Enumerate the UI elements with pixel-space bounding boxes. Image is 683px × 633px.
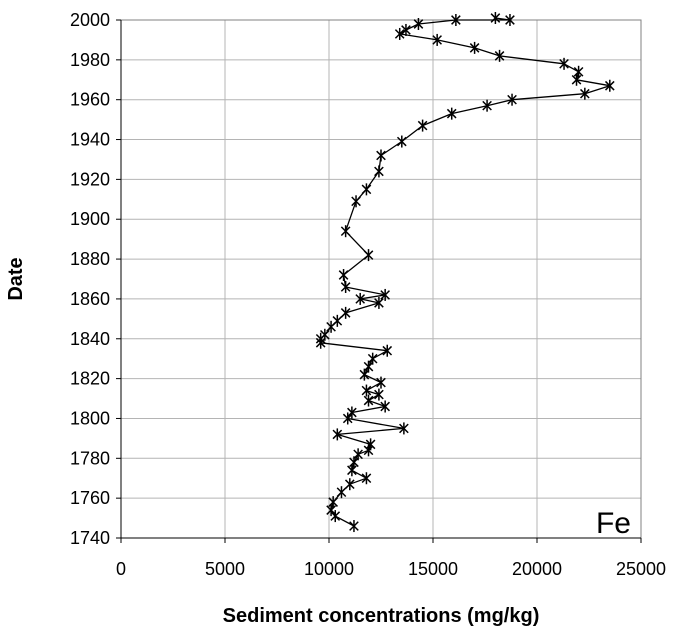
y-axis: 1740 1760 1780 1800 1820 1840 1860 1880 1900 1920… [70,10,122,548]
data-point [396,135,407,148]
data-point [374,296,384,309]
data-point [507,93,517,106]
y-tick-label: 1760 [70,488,110,508]
y-axis-title: Date [5,257,27,300]
data-point [326,320,336,333]
x-axis: 0 5000 10000 15000 20000 25000 [116,537,666,579]
x-axis-title: Sediment concentrations (mg/kg) [223,605,540,627]
data-point [340,225,351,238]
data-point [336,486,347,499]
data-point [326,504,336,517]
data-point [380,288,390,301]
data-point [432,33,442,46]
data-point [382,344,393,357]
data-point [347,464,357,477]
data-point [573,65,584,78]
data-point [363,394,374,407]
x-tick-label: 0 [116,559,126,579]
y-tick-label: 1800 [70,408,110,428]
data-point [580,87,590,100]
y-tick-label: 1940 [70,130,110,150]
y-tick-label: 1880 [70,249,110,269]
data-point [604,79,615,92]
data-point [401,23,411,36]
x-tick-label: 5000 [205,559,245,579]
x-tick-label: 15000 [408,559,458,579]
element-label: Fe [596,507,631,540]
data-point [374,388,384,401]
data-point [328,496,338,509]
data-point [446,107,457,120]
x-tick-label: 20000 [512,559,562,579]
series-line [320,17,611,527]
data-point [315,336,326,349]
data-point [494,49,505,62]
data-point [469,41,480,54]
data-point [361,183,372,196]
data-point [332,428,343,441]
data-point [394,27,405,40]
y-tick-label: 2000 [70,10,110,30]
data-point [342,412,353,425]
y-tick-label: 1980 [70,50,110,70]
data-point [571,73,582,86]
data-point [349,456,359,469]
data-point [359,368,370,381]
data-point [332,314,343,327]
data-point [451,14,461,26]
y-tick-label: 1960 [70,90,110,110]
data-point [361,472,372,485]
x-tick-label: 10000 [304,559,354,579]
gridlines [120,19,642,539]
data-point [559,57,569,70]
data-point [338,269,349,282]
data-point [344,478,355,491]
data-point [363,249,374,262]
data-point [330,510,341,523]
data-point [482,99,492,112]
data-point [351,195,361,208]
y-tick-label: 1920 [70,169,110,189]
data-point [347,406,357,419]
data-point [376,149,386,162]
data-point [349,520,359,533]
data-point [355,292,366,305]
data-point [505,14,515,26]
data-point [417,119,428,132]
y-tick-label: 1780 [70,448,110,468]
data-point [363,444,374,457]
data-point [490,12,501,25]
y-tick-label: 1860 [70,289,110,309]
data-point [340,280,351,293]
y-tick-label: 1840 [70,329,110,349]
x-tick-label: 25000 [616,559,666,579]
plot-area [120,19,642,539]
y-tick-label: 1740 [70,528,110,548]
series-group [315,12,615,533]
data-point [376,376,386,389]
data-point [361,384,372,397]
data-point [413,17,424,30]
data-point [374,165,384,178]
data-point [380,400,390,413]
y-tick-label: 1820 [70,369,110,389]
data-point [399,422,409,435]
data-point [340,306,351,319]
y-tick-label: 1900 [70,209,110,229]
